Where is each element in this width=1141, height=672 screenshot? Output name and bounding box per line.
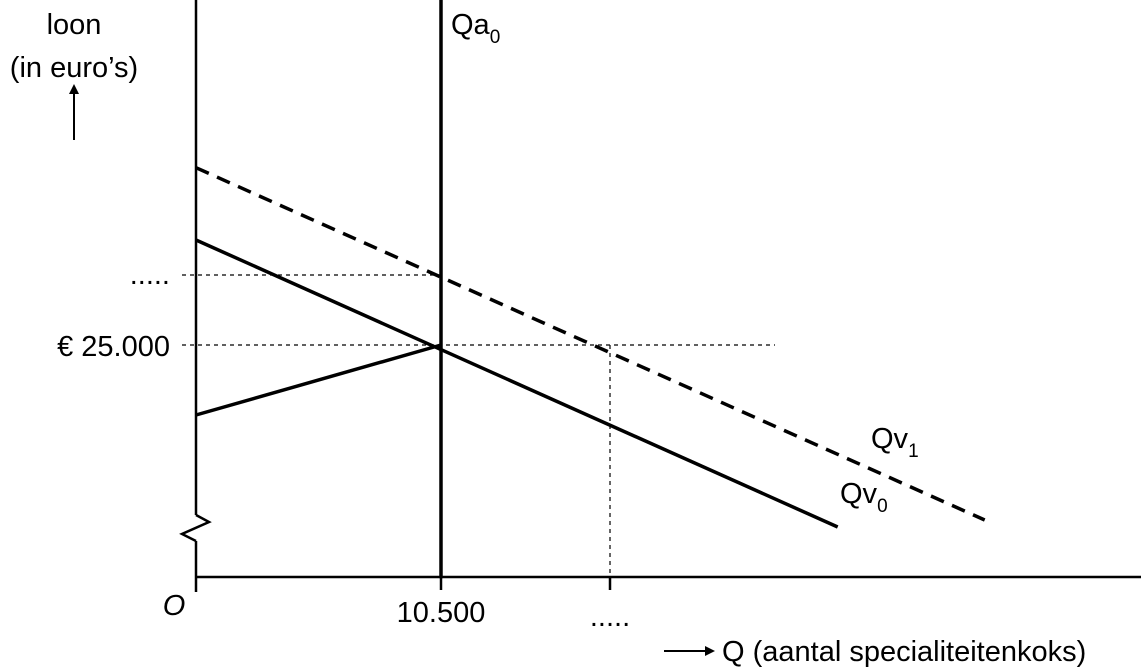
x-tick-label-10500: 10.500 (397, 597, 486, 629)
series-label-qv0-name: Qv (840, 478, 878, 510)
y-axis-break-icon (179, 513, 212, 543)
series-qv1 (195, 166, 986, 522)
x-tick-label-dots: ..... (590, 601, 630, 633)
series-qv0 (195, 238, 839, 529)
series-label-qv1-sub: 1 (908, 441, 919, 462)
x-axis-label: Q (aantal specialiteitenkoks) (722, 636, 1086, 668)
y-tick-label-dots: ..... (130, 259, 170, 291)
series-label-qa0: Qa0 (451, 9, 500, 48)
y-axis-label-line1: loon (47, 9, 102, 41)
series-label-qv1: Qv1 (871, 423, 919, 462)
series-supply (195, 343, 442, 417)
y-tick-label-25000: € 25.000 (57, 331, 170, 363)
series-label-qa0-name: Qa (451, 9, 491, 41)
y-axis-label-line2: (in euro’s) (10, 52, 138, 84)
series-label-qv0: Qv0 (840, 478, 888, 517)
axes (179, 0, 1141, 592)
origin-label: O (163, 590, 186, 622)
guide-lines (182, 274, 775, 577)
series-label-qa0-sub: 0 (490, 27, 501, 48)
series-label-qv1-name: Qv (871, 423, 909, 455)
series-label-qv0-sub: 0 (877, 496, 888, 517)
